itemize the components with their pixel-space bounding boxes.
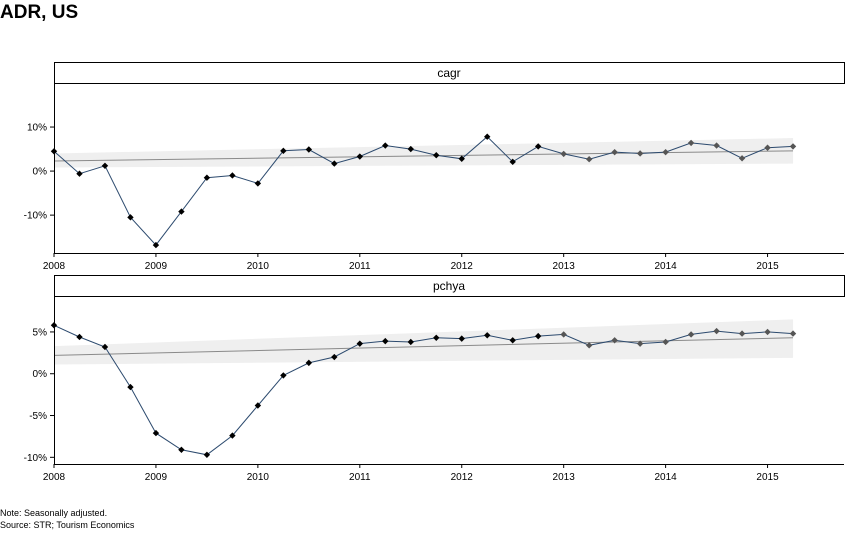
panel-pchya: pchya 5% 0% -5% -10% 2008 2009 2010 2011 2012 2013… (24, 275, 845, 483)
x-tick-label: 2011 (349, 472, 371, 483)
data-point (382, 142, 389, 149)
data-point (764, 328, 771, 336)
data-point (534, 332, 542, 340)
chart-title: ADR, US (0, 2, 79, 23)
y-tick-label: 5% (33, 327, 48, 338)
data-point (484, 332, 491, 339)
data-point (636, 150, 644, 157)
data-point (433, 334, 440, 341)
x-tick-label: 2014 (654, 472, 677, 483)
y-tick-label: -10% (24, 211, 47, 222)
data-point (764, 144, 771, 151)
data-point (280, 147, 287, 155)
data-point (789, 330, 797, 337)
data-point (127, 214, 134, 221)
data-point (101, 343, 109, 351)
data-point (76, 170, 83, 177)
facet-strip (54, 275, 845, 297)
panel-cagr: cagr 10% 0% -10% 2008 2009 2010 2011 2012 2013 201… (24, 62, 845, 272)
data-point (560, 150, 567, 158)
facet-strip (54, 62, 845, 84)
x-tick-label: 2012 (451, 472, 474, 483)
data-point (178, 446, 185, 453)
data-point (254, 402, 262, 409)
x-tick-label: 2015 (756, 261, 779, 272)
data-point (484, 133, 491, 140)
x-tick-label: 2014 (654, 261, 677, 272)
data-point (152, 429, 160, 437)
data-point (178, 208, 185, 215)
series-line (53, 136, 794, 246)
data-point (152, 241, 160, 249)
x-tick-label: 2008 (43, 472, 66, 483)
trend-confidence-band (54, 138, 794, 168)
y-tick-label: 10% (27, 123, 47, 134)
trend-line (53, 150, 794, 162)
data-point (76, 333, 83, 341)
data-point (713, 327, 720, 335)
data-point (356, 340, 364, 347)
data-point (662, 148, 669, 156)
x-tick-label: 2009 (145, 472, 168, 483)
data-point (305, 359, 313, 367)
data-point (331, 160, 338, 167)
x-tick-label: 2009 (145, 261, 168, 272)
data-point (127, 383, 134, 391)
x-tick-label: 2011 (349, 261, 371, 272)
data-point (280, 372, 287, 379)
series-line (53, 324, 794, 456)
footnote-note: Note: Seasonally adjusted. (0, 508, 108, 518)
data-point (713, 142, 720, 149)
data-point (254, 180, 262, 187)
data-point (789, 143, 797, 150)
data-point (407, 338, 414, 346)
data-point (534, 143, 542, 150)
data-point (611, 148, 618, 156)
data-point (229, 432, 236, 439)
data-point (458, 335, 465, 342)
data-point (636, 340, 644, 347)
data-point (203, 451, 211, 459)
facet-strip-label: cagr (437, 66, 460, 80)
data-point (738, 155, 746, 162)
y-tick-label: -10% (24, 453, 47, 464)
data-point (687, 331, 695, 338)
x-tick-label: 2013 (553, 472, 576, 483)
x-tick-label: 2008 (43, 261, 66, 272)
data-point (382, 337, 389, 345)
data-point (585, 155, 593, 163)
facet-strip-label: pchya (433, 279, 465, 293)
data-point (738, 330, 746, 337)
data-point (687, 139, 695, 147)
data-point (611, 337, 618, 344)
data-point (305, 146, 313, 153)
x-tick-label: 2010 (247, 261, 270, 272)
y-tick-label: 0% (33, 369, 48, 380)
data-point (433, 152, 440, 159)
data-point (458, 155, 465, 162)
data-point (229, 172, 236, 179)
data-point (509, 158, 516, 166)
data-point (101, 162, 109, 169)
y-tick-label: 0% (33, 167, 48, 178)
data-point (509, 337, 516, 344)
x-tick-label: 2010 (247, 472, 270, 483)
data-point (662, 338, 669, 346)
data-point (560, 331, 567, 338)
x-tick-label: 2015 (756, 472, 779, 483)
trend-confidence-band (54, 319, 794, 365)
x-tick-label: 2012 (451, 261, 474, 272)
data-point (356, 153, 364, 160)
data-point (585, 342, 593, 349)
data-point (407, 145, 414, 153)
footnote-source: Source: STR; Tourism Economics (0, 520, 135, 530)
x-tick-label: 2013 (553, 261, 576, 272)
data-point (331, 353, 338, 361)
y-tick-label: -5% (29, 411, 47, 422)
data-point (203, 174, 211, 181)
